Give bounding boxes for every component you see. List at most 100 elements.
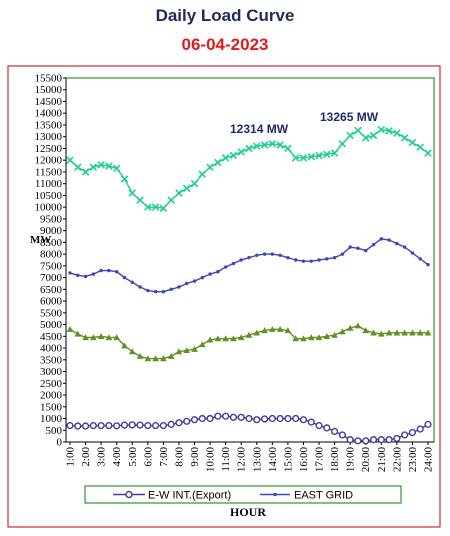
data-point: [416, 425, 424, 433]
x-tick-label: 2:00: [80, 447, 92, 467]
y-tick-label: 8000: [40, 249, 63, 261]
y-tick-label: 6000: [40, 296, 63, 308]
data-point: [309, 259, 313, 263]
y-tick-label: 2500: [40, 378, 63, 390]
y-tick-label: 1500: [40, 401, 63, 413]
data-point: [284, 327, 292, 334]
data-point: [136, 421, 144, 429]
data-point: [293, 258, 298, 262]
y-tick-label: 14500: [35, 96, 63, 108]
series-line: [69, 128, 429, 210]
y-tick-label: 8500: [40, 237, 63, 249]
legend-box: [84, 485, 402, 504]
data-point: [190, 416, 199, 424]
data-point: [214, 158, 222, 167]
data-point: [393, 129, 401, 137]
data-point: [113, 422, 121, 430]
data-point: [323, 424, 331, 432]
data-point: [346, 436, 354, 444]
chart-date: 06-04-2023: [181, 35, 269, 54]
data-point: [113, 334, 120, 341]
data-point: [346, 131, 354, 140]
data-point: [401, 431, 409, 439]
data-point: [356, 246, 360, 250]
series-line: [69, 238, 429, 293]
legend-marker-east: [273, 492, 277, 497]
data-point: [346, 324, 354, 331]
data-point: [262, 252, 267, 256]
y-tick-label: 13000: [35, 131, 63, 143]
x-tick-label: 9:00: [189, 447, 201, 467]
y-tick-label: 3500: [40, 354, 63, 366]
data-point: [229, 413, 238, 421]
data-point: [301, 259, 306, 263]
data-point: [247, 255, 251, 260]
data-point: [216, 270, 220, 274]
data-point: [190, 179, 199, 188]
y-tick-label: 2000: [40, 390, 63, 402]
data-point: [167, 352, 175, 359]
data-point: [76, 273, 80, 277]
y-tick-label: 10500: [35, 190, 63, 202]
data-point: [354, 126, 362, 135]
data-point: [121, 342, 128, 349]
data-point: [315, 151, 323, 160]
data-point: [221, 154, 230, 162]
x-tick-label: 14:00: [267, 447, 279, 473]
y-tick-label: 15500: [35, 73, 63, 85]
data-point: [66, 325, 74, 332]
x-tick-label: 1:00: [65, 447, 77, 467]
data-point: [74, 330, 82, 337]
data-point: [286, 255, 290, 260]
data-point: [229, 151, 238, 160]
data-point: [138, 285, 142, 289]
data-point: [136, 352, 144, 359]
y-axis-ticks: 0500100015002000250030003500400045005000…: [35, 73, 66, 449]
data-point: [377, 436, 385, 444]
data-point: [175, 348, 183, 355]
data-point: [169, 287, 173, 292]
y-tick-label: 5500: [40, 307, 63, 319]
data-point: [175, 189, 183, 197]
data-point: [122, 275, 127, 280]
x-tick-label: 6:00: [142, 447, 154, 467]
data-point: [317, 258, 321, 262]
x-tick-label: 16:00: [298, 447, 310, 473]
x-tick-label: 21:00: [376, 447, 388, 473]
data-point: [354, 437, 362, 445]
data-point: [97, 421, 105, 430]
data-point: [114, 270, 119, 274]
data-point: [237, 413, 245, 421]
data-point: [315, 421, 323, 430]
data-point: [161, 290, 166, 294]
x-tick-label: 12:00: [236, 447, 248, 473]
data-point: [239, 258, 243, 262]
x-tick-label: 11:00: [220, 447, 232, 472]
data-point: [191, 345, 198, 352]
y-tick-label: 3000: [40, 366, 63, 378]
data-point: [120, 421, 129, 429]
data-point: [223, 265, 228, 269]
data-point: [200, 275, 205, 280]
x-tick-label: 18:00: [329, 447, 341, 473]
series-layer: [66, 125, 432, 445]
y-tick-label: 11500: [35, 166, 63, 178]
legend-label-ew: E-W INT.(Export): [148, 490, 231, 502]
series-0: [66, 125, 432, 213]
data-point: [300, 335, 307, 342]
data-point: [348, 245, 352, 249]
data-point: [393, 329, 401, 336]
data-point: [307, 334, 315, 341]
data-point: [97, 333, 105, 339]
annotation-peak-1: 12314 MW: [230, 122, 289, 136]
y-tick-label: 14000: [35, 108, 63, 120]
data-point: [237, 334, 245, 341]
data-point: [270, 252, 275, 256]
data-point: [268, 139, 277, 148]
data-point: [292, 335, 299, 342]
data-point: [325, 257, 329, 261]
data-point: [130, 280, 134, 285]
data-point: [206, 414, 214, 423]
data-point: [144, 203, 152, 211]
data-point: [146, 288, 150, 293]
